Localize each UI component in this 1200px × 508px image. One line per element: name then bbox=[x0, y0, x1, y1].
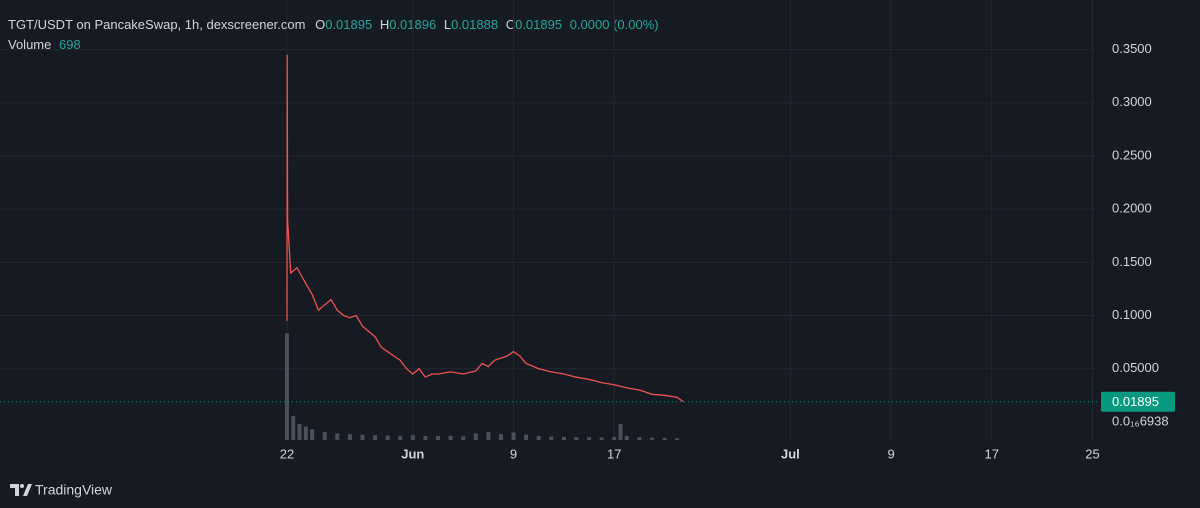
y-tick-label: 0.2500 bbox=[1112, 147, 1152, 162]
volume-bar bbox=[410, 435, 415, 440]
volume-legend: Volume 698 bbox=[8, 37, 81, 52]
volume-bar bbox=[436, 436, 440, 440]
volume-bar bbox=[574, 437, 579, 440]
volume-bar bbox=[423, 436, 428, 440]
volume-bar bbox=[637, 437, 642, 440]
y-tick-label: 0.0₁₆6938 bbox=[1112, 413, 1169, 428]
open: 0.01895 bbox=[325, 17, 372, 32]
volume-bar bbox=[536, 436, 541, 440]
volume-bar bbox=[587, 437, 592, 440]
h-key: H bbox=[380, 17, 389, 32]
volume-bar bbox=[561, 436, 566, 440]
volume-bar bbox=[675, 438, 680, 440]
volume-bar bbox=[373, 435, 378, 440]
last-price-box bbox=[1101, 391, 1175, 412]
symbol: TGT/USDT on PancakeSwap, 1h, dexscreener… bbox=[8, 17, 305, 32]
volume-bar bbox=[385, 435, 390, 440]
volume-bar bbox=[649, 437, 654, 440]
close: 0.01895 bbox=[515, 17, 562, 32]
volume-bar bbox=[347, 434, 352, 440]
volume-bar bbox=[360, 434, 365, 440]
y-tick-label: 0.3000 bbox=[1112, 94, 1152, 109]
brand: TradingView bbox=[35, 482, 113, 498]
x-tick-label: 22 bbox=[280, 446, 294, 461]
volume-bar bbox=[303, 426, 308, 440]
x-tick-label: Jul bbox=[781, 446, 800, 461]
volume-bar bbox=[511, 432, 516, 440]
x-tick-label: Jun bbox=[401, 446, 424, 461]
volume-bar bbox=[486, 432, 491, 440]
volume-bar bbox=[322, 432, 327, 440]
price-line bbox=[286, 54, 684, 403]
volume-key: Volume bbox=[8, 37, 51, 52]
volume-bar bbox=[448, 435, 453, 440]
y-tick-label: 0.05000 bbox=[1112, 360, 1159, 375]
volume-bar bbox=[498, 434, 503, 440]
x-tick-label: 17 bbox=[607, 446, 621, 461]
o-key: O bbox=[315, 17, 325, 32]
volume-value: 698 bbox=[59, 37, 81, 52]
c-key: C bbox=[506, 17, 515, 32]
volume-bar bbox=[624, 436, 629, 440]
volume-bar bbox=[297, 424, 302, 440]
volume-bar bbox=[549, 436, 554, 440]
volume-bar bbox=[473, 433, 478, 440]
low: 0.01888 bbox=[451, 17, 498, 32]
x-tick-label: 25 bbox=[1085, 446, 1099, 461]
last-price-label: 0.01895 bbox=[1112, 394, 1159, 409]
y-tick-label: 0.1500 bbox=[1112, 254, 1152, 269]
y-tick-label: 0.3500 bbox=[1112, 41, 1152, 56]
x-tick-label: 17 bbox=[985, 446, 999, 461]
legend: TGT/USDT on PancakeSwap, 1h, dexscreener… bbox=[8, 17, 659, 32]
volume-bar bbox=[398, 435, 403, 440]
volume-bar bbox=[599, 437, 604, 440]
y-tick-label: 0.1000 bbox=[1112, 307, 1152, 322]
x-tick-label: 9 bbox=[887, 446, 894, 461]
volume-bar bbox=[662, 437, 667, 440]
volume-bar bbox=[618, 424, 623, 440]
volume-bar bbox=[461, 436, 466, 440]
x-tick-label: 9 bbox=[510, 446, 517, 461]
volume-bar bbox=[291, 416, 296, 440]
volume-bar bbox=[335, 433, 340, 440]
volume-bar bbox=[612, 436, 617, 440]
volume-bar bbox=[310, 429, 315, 440]
volume-bar bbox=[524, 434, 529, 440]
tradingview-logo bbox=[10, 484, 32, 496]
y-tick-label: 0.2000 bbox=[1112, 201, 1152, 216]
volume-bar bbox=[284, 333, 289, 440]
l-key: L bbox=[444, 17, 451, 32]
